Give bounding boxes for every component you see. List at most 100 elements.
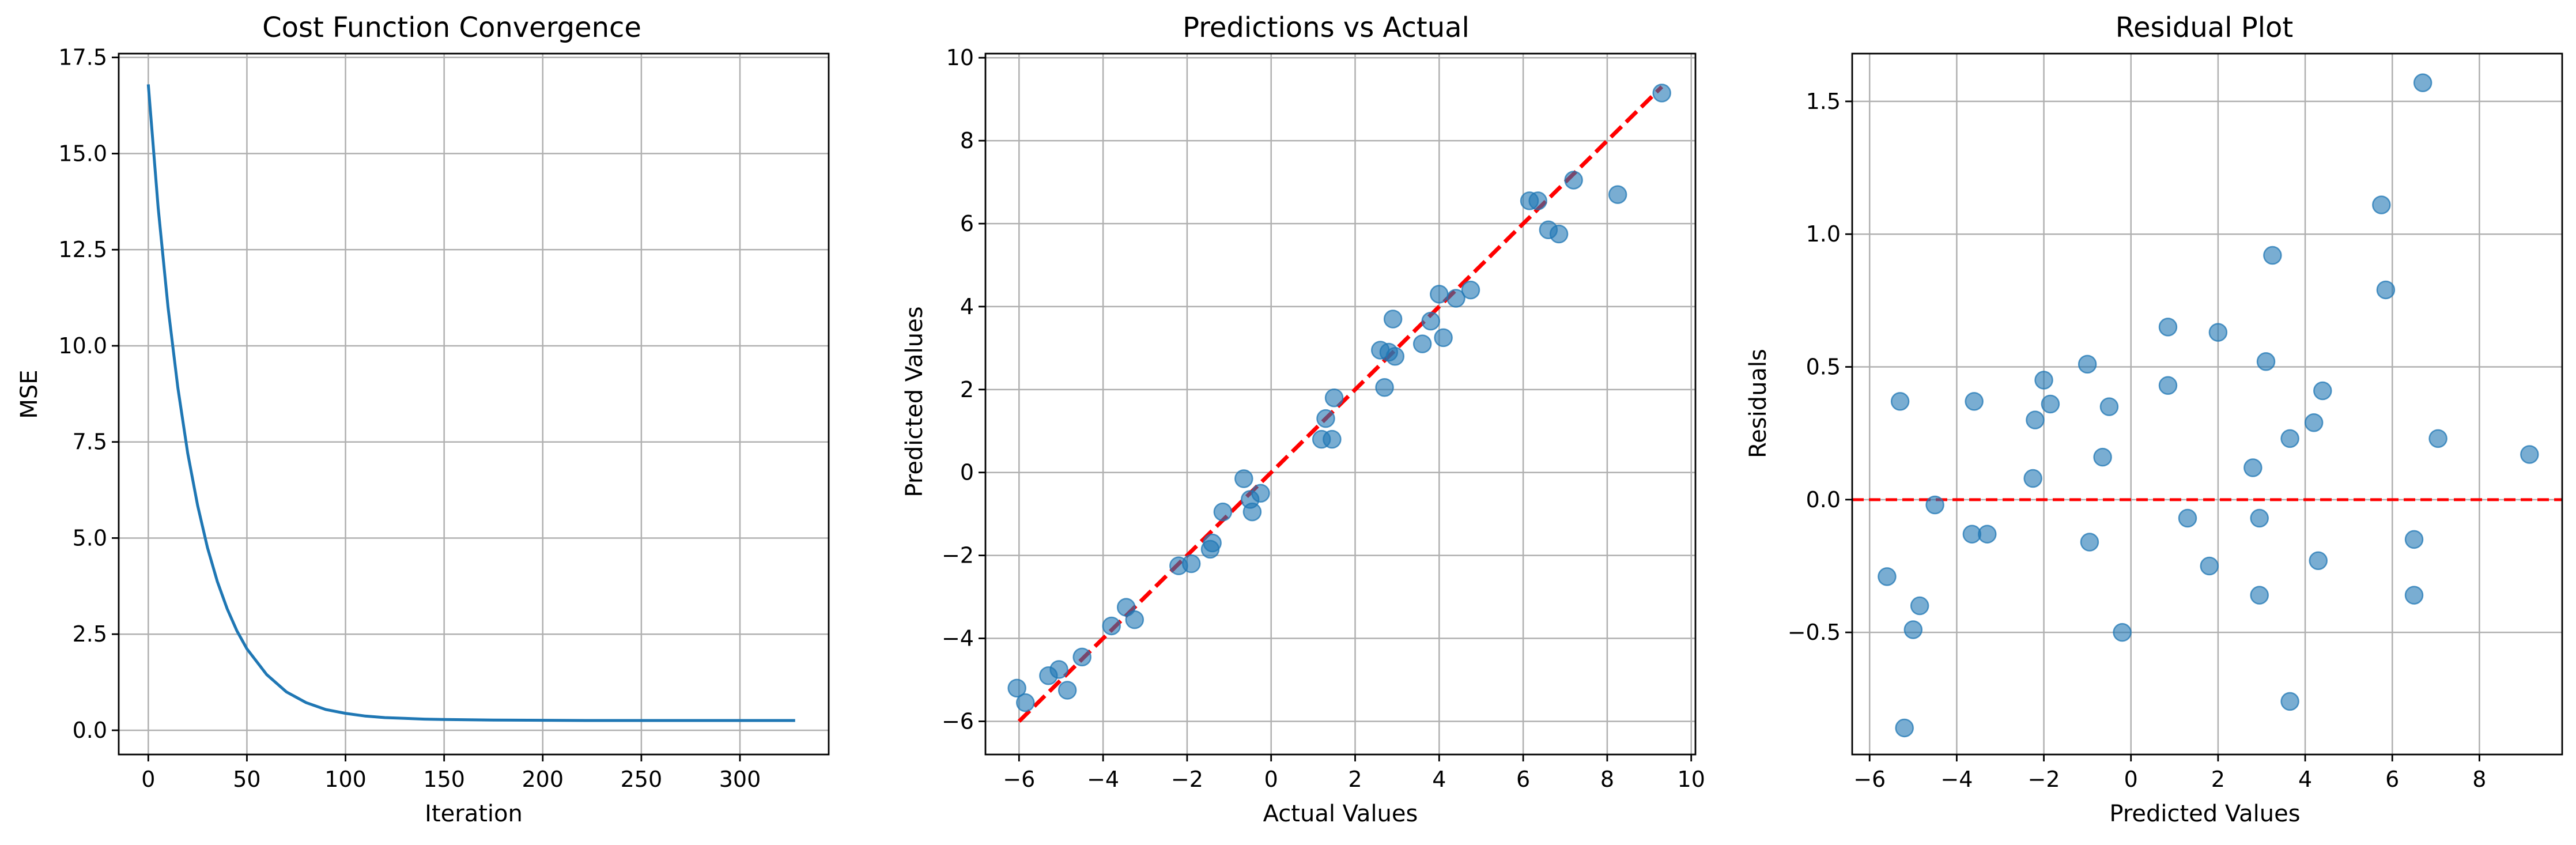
data-point [1213,502,1233,522]
grid [985,54,1695,755]
data-point [2034,371,2053,390]
data-point [1007,678,1026,698]
plot-marks [146,84,795,722]
x-tick-label: 50 [233,767,260,792]
data-point [2041,394,2060,414]
y-tick-label: 10 [946,45,974,70]
plot-frame [118,52,830,756]
y-axis-label: Residuals [1745,349,1772,458]
x-tick-label: 8 [2472,767,2486,792]
data-point [1965,392,1984,411]
data-point [1978,525,1997,544]
x-tick-label: −4 [1940,767,1973,792]
x-tick-label: 2 [1348,767,1362,792]
data-point [2178,508,2197,528]
data-point [2280,692,2299,711]
x-tick-label: 0 [141,767,155,792]
data-point [2158,318,2178,337]
x-tick-label: 10 [1678,767,1705,792]
data-point [1323,429,1342,449]
data-point [2113,623,2132,642]
data-point [2404,530,2424,549]
y-tick-label: −6 [942,708,974,734]
x-tick-label: 150 [423,767,465,792]
data-point [1890,392,1910,411]
data-point [1049,660,1068,679]
y-tick-label: 7.5 [73,429,107,455]
data-point [2080,533,2099,552]
data-point [1324,388,1344,408]
y-tick-label: 4 [960,294,974,319]
data-point [1446,289,1465,308]
data-point [1072,647,1091,667]
data-point [1242,502,1262,522]
y-tick-label: 0.5 [1806,354,1841,380]
x-tick-label: 8 [1600,767,1614,792]
data-point [2280,429,2299,448]
x-tick-label: −2 [1171,767,1203,792]
y-tick-label: 12.5 [58,237,107,262]
x-tick-label: −2 [2028,767,2060,792]
x-tick-label: 250 [621,767,663,792]
data-point [1895,718,1914,738]
residual-plot-chart: Residual Plot −6 −4 −2 0 2 4 6 8 −0.5 0.0 0.5 1.0 1.… [1745,12,2563,827]
y-tick-label: 6 [960,211,974,236]
data-point [2263,246,2282,265]
y-tick-label: 2 [960,377,974,402]
x-tick-label: −4 [1087,767,1119,792]
plot-marks [1852,73,2562,738]
cost-convergence-chart: Cost Function Convergence 0 50 100 150 200 25… [16,12,830,827]
y-tick-label: 10.0 [58,333,107,359]
data-point [1910,596,1929,616]
data-point [1181,554,1201,574]
x-tick-label: 4 [2298,767,2312,792]
data-point [2313,381,2332,401]
data-point [1528,191,1547,210]
x-tick-label: 200 [522,767,564,792]
plot-frame [984,52,1697,756]
data-point [2376,280,2396,300]
plot-frame [1851,52,2563,756]
x-tick-label: −6 [1003,767,1035,792]
data-point [2158,376,2178,395]
data-point [1925,495,1944,515]
chart-title: Predictions vs Actual [1183,12,1470,44]
data-point [1608,185,1627,204]
data-point [1234,469,1253,488]
data-point [1102,616,1121,636]
data-point [2250,586,2269,605]
y-tick-label: −4 [942,626,974,651]
chart-title: Cost Function Convergence [262,12,641,44]
y-tick-label: 1.0 [1806,221,1841,247]
x-tick-label: 6 [1516,767,1530,792]
y-tick-label: 1.5 [1806,89,1841,114]
data-point [1057,681,1077,700]
x-axis-label: Iteration [425,801,523,827]
data-point [1421,311,1440,331]
x-tick-label: 4 [1432,767,1446,792]
data-point [2520,445,2539,464]
y-tick-label: 8 [960,128,974,153]
y-tick-label: 0.0 [1806,487,1841,512]
y-tick-label: −0.5 [1788,620,1841,645]
y-tick-label: 15.0 [58,141,107,166]
x-tick-label: 100 [324,767,367,792]
series-line [146,84,795,722]
data-point [1430,285,1449,304]
data-point [2250,508,2269,528]
y-tick-label: 5.0 [73,525,107,550]
data-point [2078,354,2097,374]
data-point [1383,310,1403,329]
data-point [1316,409,1335,428]
y-tick-label: 17.5 [58,45,107,70]
x-axis-label: Actual Values [1263,801,1418,827]
axes: −6 −4 −2 0 2 4 6 8 10 −6 −4 −2 0 2 4 6 8 10 [942,45,1705,792]
y-axis-label: MSE [16,369,43,418]
data-point [2304,413,2324,432]
y-tick-label: 2.5 [73,621,107,647]
axes: 0 50 100 150 200 250 300 0.0 2.5 5.0 7.5 10.0 12.5 15… [58,45,830,792]
data-point [1385,347,1405,366]
x-tick-label: 6 [2385,767,2399,792]
data-point [2404,586,2424,605]
